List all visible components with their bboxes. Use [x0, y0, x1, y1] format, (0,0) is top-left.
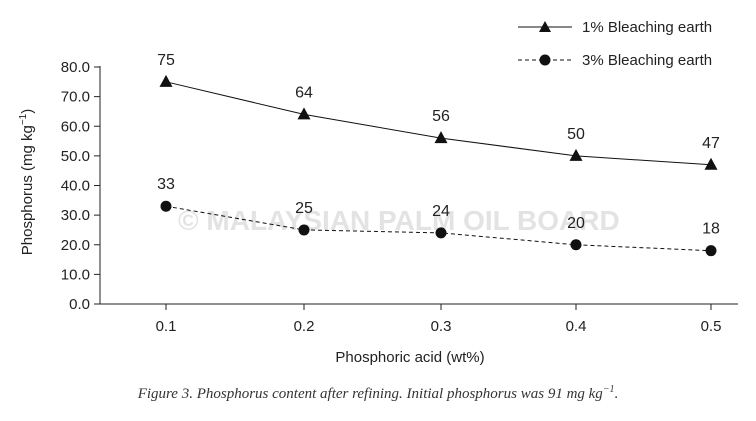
data-label: 25: [295, 200, 313, 217]
data-point-circle: [570, 239, 582, 251]
legend-marker-circle: [539, 54, 551, 66]
data-point-circle: [705, 245, 717, 257]
y-tick-label: 50.0: [61, 148, 90, 165]
data-label: 20: [567, 215, 585, 232]
x-tick-label: 0.3: [431, 318, 452, 335]
caption-end: .: [614, 386, 619, 402]
series-line-2: [165, 205, 712, 252]
data-label: 50: [567, 126, 585, 143]
x-tick-label: 0.2: [294, 318, 315, 335]
data-point-triangle: [704, 157, 718, 170]
legend: 1% Bleaching earth 3% Bleaching earth: [518, 19, 712, 69]
data-point-circle: [298, 224, 310, 236]
y-tick-label: 0.0: [69, 296, 90, 313]
x-tick-label: 0.1: [156, 318, 177, 335]
data-point-triangle: [569, 148, 583, 161]
figure-caption: Figure 3. Phosphorus content after refin…: [0, 384, 756, 403]
y-axis-label-end: ): [19, 109, 36, 114]
y-tick-label: 10.0: [61, 266, 90, 283]
x-axis-label: Phosphoric acid (wt%): [335, 349, 484, 366]
y-axis-label-main: Phosphorus (mg kg: [19, 125, 36, 255]
series-layer: [159, 74, 718, 257]
data-label: 24: [432, 203, 450, 220]
y-axis-label-sup: −1: [18, 113, 29, 125]
y-axis-label: Phosphorus (mg kg−1): [18, 109, 36, 255]
y-tick-label: 40.0: [61, 178, 90, 195]
x-tick-label: 0.5: [701, 318, 722, 335]
data-point-triangle: [434, 131, 448, 144]
y-tick-label: 60.0: [61, 118, 90, 135]
data-point-circle: [160, 200, 172, 212]
legend-label-series-2: 3% Bleaching earth: [582, 52, 712, 69]
x-tick-labels: 0.1 0.2 0.3 0.4 0.5: [156, 304, 722, 335]
legend-label-series-1: 1% Bleaching earth: [582, 19, 712, 36]
data-label: 33: [157, 176, 175, 193]
data-labels: 75 64 56 50 47 33 25 24 20 18: [157, 52, 720, 238]
data-point-triangle: [297, 107, 311, 120]
data-label: 56: [432, 108, 450, 125]
data-label: 18: [702, 221, 720, 238]
axes: [99, 66, 738, 305]
caption-sup: −1: [602, 384, 615, 395]
y-tick-label: 30.0: [61, 207, 90, 224]
data-point-triangle: [159, 74, 173, 87]
y-tick-label: 80.0: [61, 59, 90, 76]
y-tick-labels: 0.0 10.0 20.0 30.0 40.0 50.0 60.0 70.0 80.0: [61, 59, 100, 313]
data-label: 47: [702, 135, 720, 152]
y-tick-label: 70.0: [61, 89, 90, 106]
watermark-text: © MALAYSIAN PALM OIL BOARD: [178, 205, 620, 236]
legend-marker-triangle: [539, 21, 551, 32]
line-chart: © MALAYSIAN PALM OIL BOARD 0.0 10.0 20.0 30…: [18, 19, 738, 366]
data-label: 75: [157, 52, 175, 69]
x-tick-label: 0.4: [566, 318, 587, 335]
y-tick-label: 20.0: [61, 237, 90, 254]
data-label: 64: [295, 84, 313, 101]
caption-main: Figure 3. Phosphorus content after refin…: [137, 386, 603, 402]
data-point-circle: [435, 227, 447, 239]
